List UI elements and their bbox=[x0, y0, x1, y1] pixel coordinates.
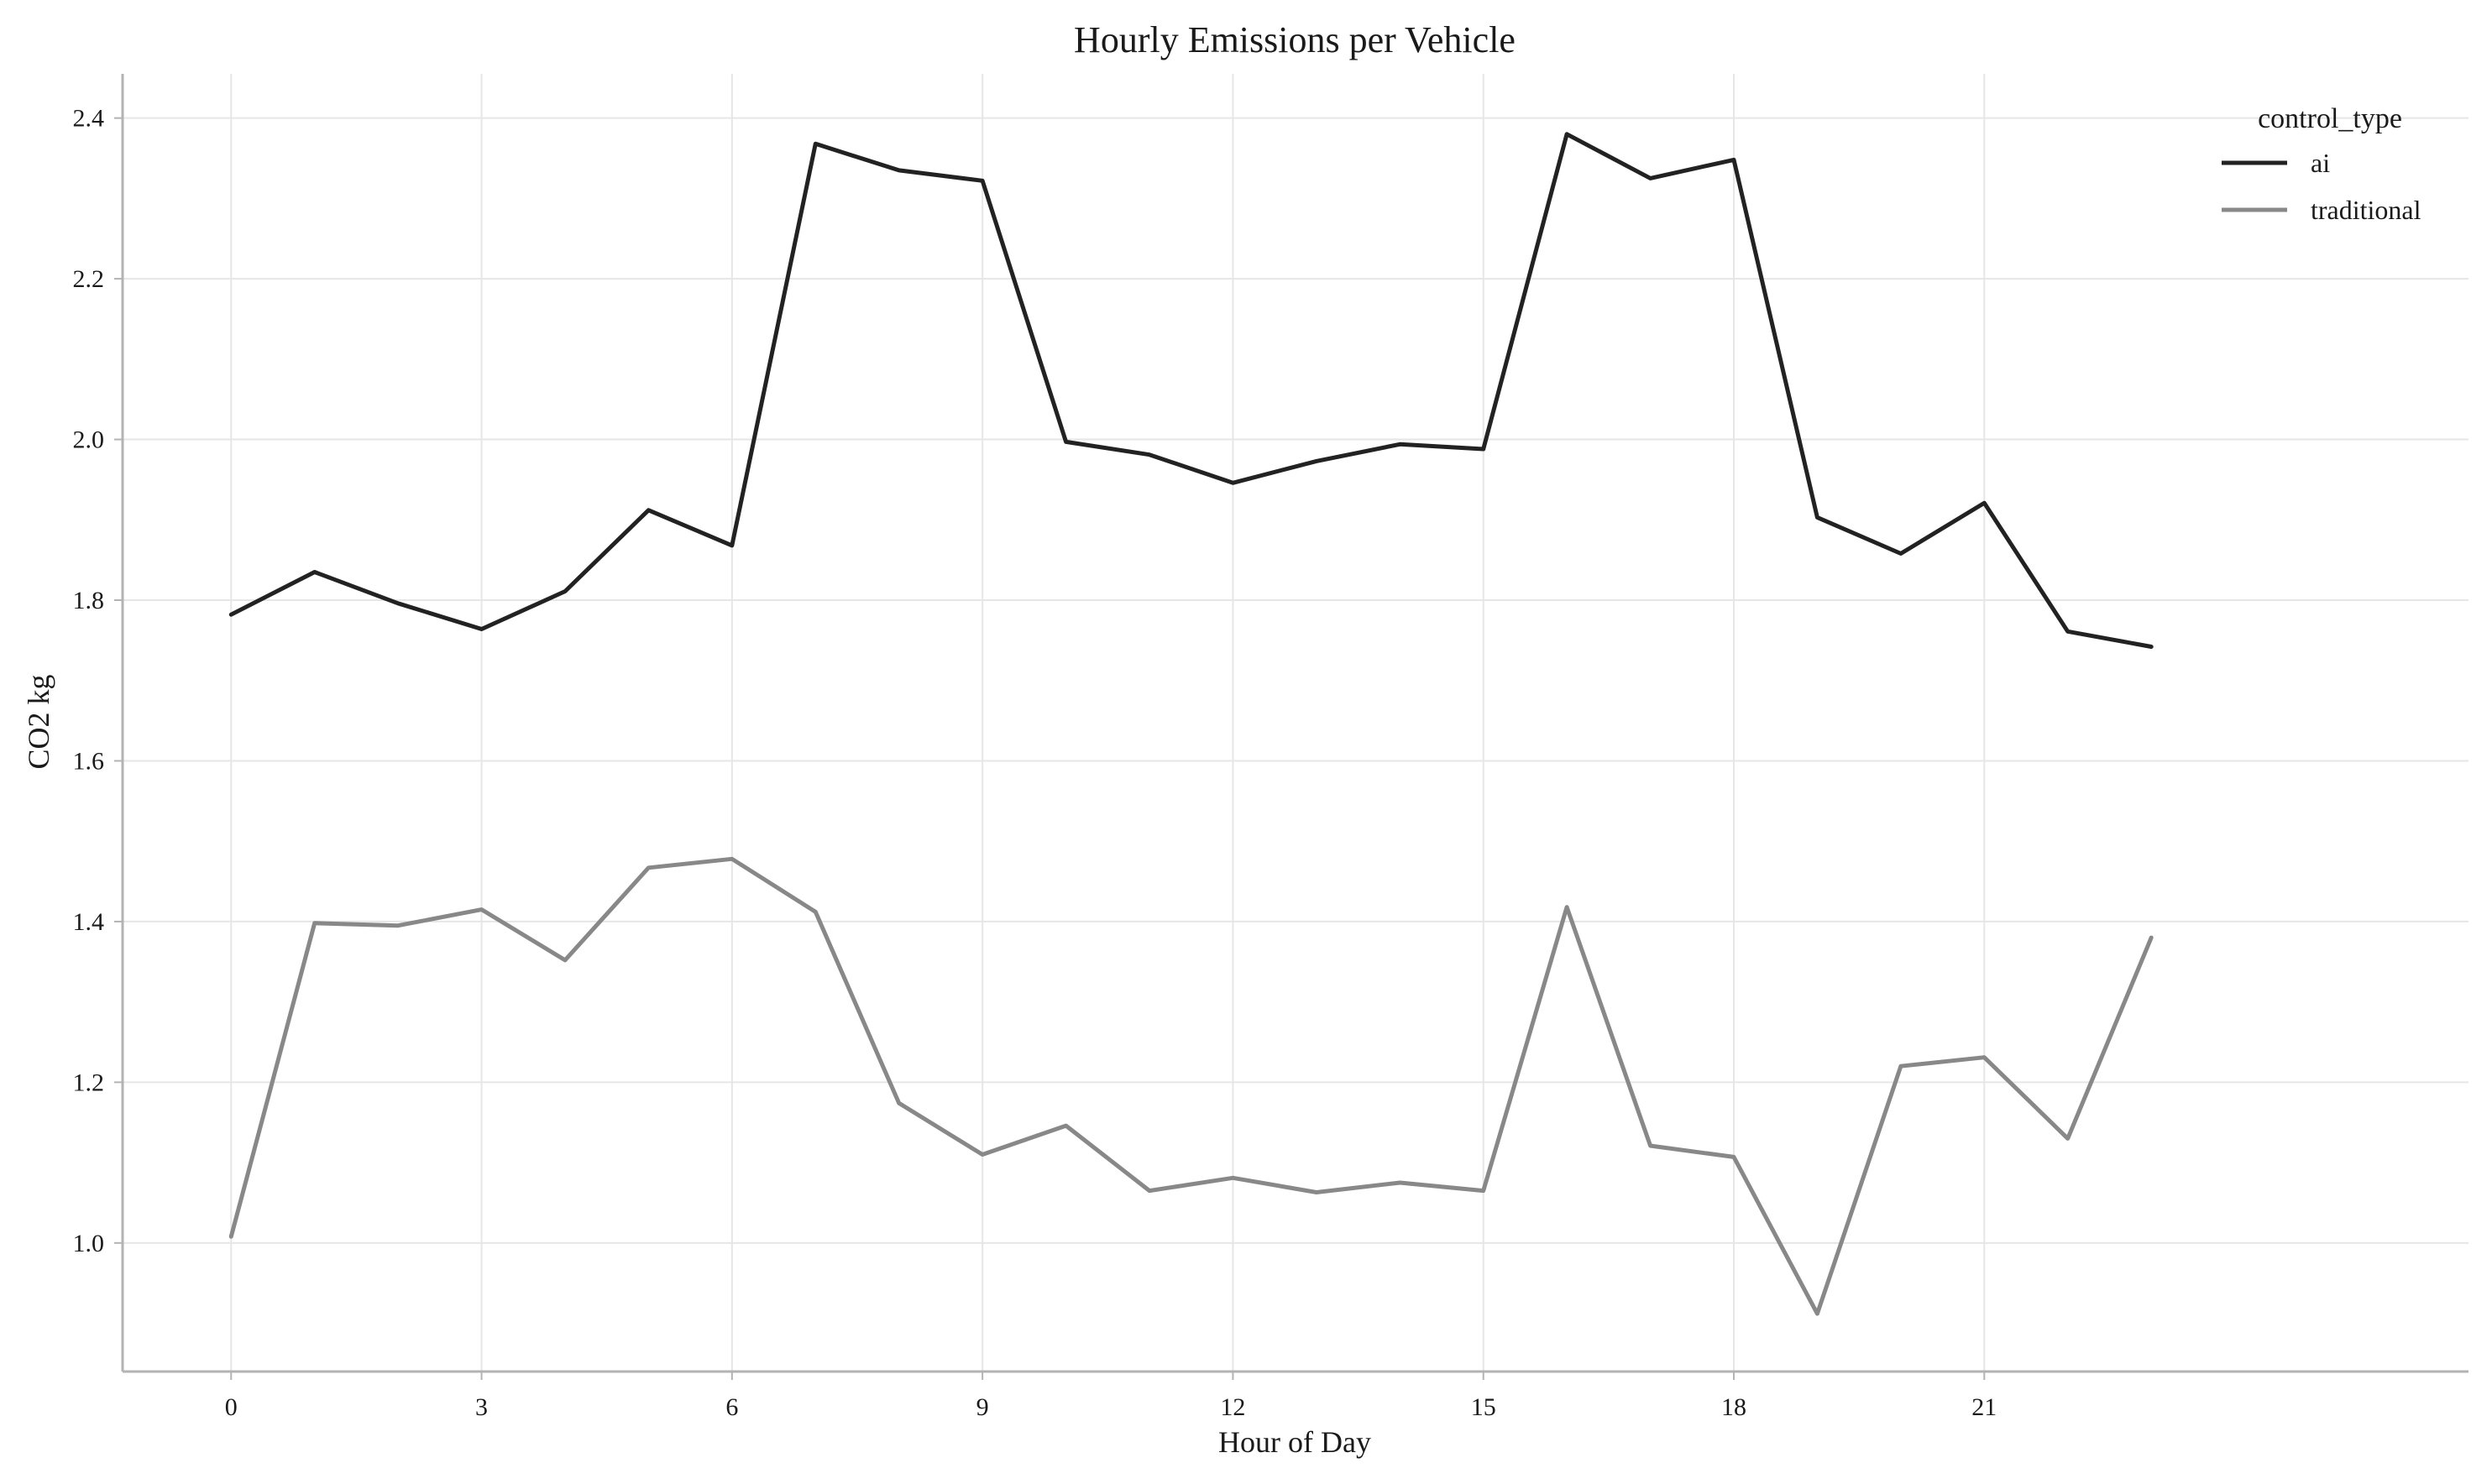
y-ticks: 1.0 1.2 1.4 1.6 1.8 2.0 2.2 2.4 bbox=[73, 105, 123, 1257]
legend-label-traditional: traditional bbox=[2311, 195, 2421, 225]
y-tick-label: 1.8 bbox=[73, 587, 105, 614]
legend-title: control_type bbox=[2258, 103, 2402, 134]
y-tick-label: 1.0 bbox=[73, 1230, 105, 1257]
x-tick-label: 6 bbox=[725, 1393, 738, 1421]
x-tick-label: 3 bbox=[475, 1393, 488, 1421]
x-ticks: 0 3 6 9 12 15 18 21 bbox=[225, 1372, 1997, 1421]
grid bbox=[123, 74, 2468, 1372]
y-tick-label: 1.6 bbox=[73, 747, 105, 775]
x-tick-label: 18 bbox=[1721, 1393, 1746, 1421]
legend-items: ai traditional bbox=[2222, 148, 2421, 225]
y-tick-label: 1.4 bbox=[73, 908, 105, 936]
legend-label-ai: ai bbox=[2311, 148, 2330, 178]
y-axis-title: CO2 kg bbox=[22, 674, 55, 769]
legend: control_type ai traditional bbox=[2222, 103, 2421, 225]
x-tick-label: 21 bbox=[1971, 1393, 1997, 1421]
x-axis-title: Hour of Day bbox=[1218, 1425, 1371, 1459]
series-line-traditional bbox=[228, 856, 2154, 1316]
x-tick-label: 0 bbox=[225, 1393, 238, 1421]
y-tick-label: 2.4 bbox=[73, 105, 105, 133]
x-tick-label: 9 bbox=[976, 1393, 989, 1421]
series-lines bbox=[228, 132, 2154, 1316]
y-tick-label: 1.2 bbox=[73, 1069, 105, 1096]
y-tick-label: 2.0 bbox=[73, 426, 105, 454]
series-line-ai bbox=[228, 132, 2154, 649]
axes bbox=[121, 74, 2468, 1373]
x-tick-label: 15 bbox=[1471, 1393, 1496, 1421]
y-tick-label: 2.2 bbox=[73, 265, 105, 293]
x-tick-label: 12 bbox=[1220, 1393, 1245, 1421]
chart-title: Hourly Emissions per Vehicle bbox=[1074, 19, 1516, 60]
